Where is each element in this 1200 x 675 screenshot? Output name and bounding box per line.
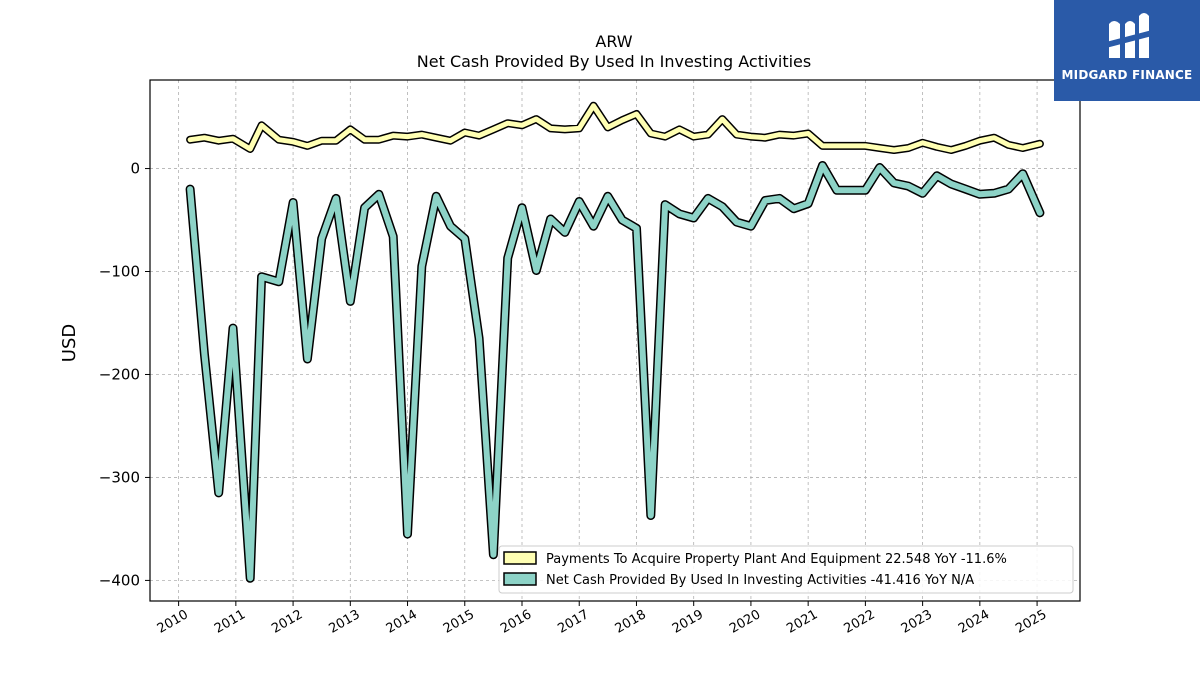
legend-label-capex: Payments To Acquire Property Plant And E… bbox=[546, 552, 1007, 567]
y-tick-label: −100 bbox=[99, 263, 140, 281]
x-tick-label: 2020 bbox=[727, 607, 763, 637]
x-tick-label: 2014 bbox=[384, 607, 420, 637]
chart-subtitle: Net Cash Provided By Used In Investing A… bbox=[417, 52, 811, 71]
legend: Payments To Acquire Property Plant And E… bbox=[498, 545, 1074, 594]
series-outline-investing bbox=[185, 161, 1045, 583]
plot-area bbox=[149, 79, 1081, 602]
brand-name: MIDGARD FINANCE bbox=[1061, 68, 1193, 82]
x-tick-label: 2017 bbox=[555, 607, 591, 637]
legend-swatch-investing bbox=[503, 572, 537, 586]
x-tick-label: 2024 bbox=[956, 607, 992, 637]
legend-swatch-capex bbox=[503, 551, 537, 565]
x-tick-label: 2016 bbox=[498, 607, 534, 637]
x-tick-label: 2021 bbox=[784, 607, 820, 637]
x-tick-label: 2015 bbox=[441, 607, 477, 637]
midgard-mark-icon bbox=[1106, 13, 1152, 58]
y-axis-label: USD bbox=[59, 324, 80, 362]
x-tick-label: 2022 bbox=[842, 607, 878, 637]
y-tick-label: 0 bbox=[130, 160, 140, 178]
grid bbox=[150, 80, 1080, 601]
x-tick-label: 2018 bbox=[613, 607, 649, 637]
y-tick-label: −200 bbox=[99, 365, 140, 383]
series-layer bbox=[185, 101, 1045, 583]
x-tick-label: 2019 bbox=[670, 607, 706, 637]
legend-label-investing: Net Cash Provided By Used In Investing A… bbox=[546, 573, 974, 588]
chart-title: ARW bbox=[595, 32, 632, 51]
brand-logo: MIDGARD FINANCE bbox=[1054, 0, 1200, 101]
y-tick-label: −400 bbox=[99, 571, 140, 589]
legend-box bbox=[498, 545, 1074, 594]
series-line-capex bbox=[187, 103, 1043, 153]
series-line-investing bbox=[187, 162, 1043, 582]
x-tick-label: 2010 bbox=[155, 607, 191, 637]
x-tick-label: 2011 bbox=[212, 607, 248, 637]
y-tick-label: −300 bbox=[99, 468, 140, 486]
x-tick-label: 2025 bbox=[1013, 607, 1049, 637]
x-tick-label: 2013 bbox=[326, 607, 362, 637]
x-tick-label: 2012 bbox=[269, 607, 305, 637]
x-tick-label: 2023 bbox=[899, 607, 935, 637]
